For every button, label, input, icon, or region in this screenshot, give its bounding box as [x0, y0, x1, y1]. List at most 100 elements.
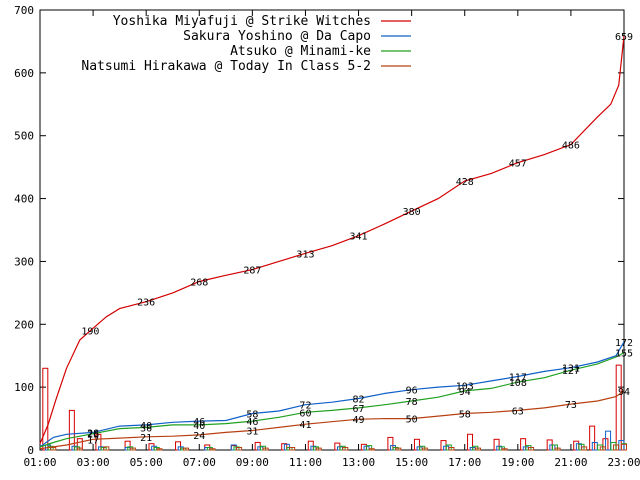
- x-tick-label: 17:00: [448, 456, 481, 469]
- hourly-bar: [103, 446, 110, 451]
- hourly-bar: [448, 446, 455, 451]
- data-label: 457: [509, 159, 527, 170]
- data-label: 341: [350, 232, 368, 243]
- data-label: 40: [193, 421, 205, 432]
- x-tick-label: 03:00: [77, 456, 110, 469]
- data-label: 108: [509, 378, 527, 389]
- hourly-bar: [368, 448, 375, 451]
- data-label: 313: [296, 249, 314, 260]
- legend: Yoshika Miyafuji @ Strike WitchesSakura …: [81, 14, 411, 74]
- plot-frame: [39, 9, 625, 451]
- data-label: 58: [246, 410, 258, 421]
- series-line: [39, 352, 625, 448]
- y-tick-label: 100: [14, 381, 34, 394]
- data-label: 31: [246, 427, 258, 438]
- x-tick-label: 23:00: [607, 456, 640, 469]
- legend-label: Sakura Yoshino @ Da Capo: [183, 29, 371, 44]
- data-label: 17: [87, 435, 99, 446]
- data-label: 94: [618, 387, 630, 398]
- data-label: 26: [87, 430, 99, 441]
- hourly-bars: [42, 364, 627, 451]
- data-label: 24: [193, 431, 205, 442]
- hourly-bar: [183, 447, 189, 451]
- y-tick-label: 300: [14, 255, 34, 268]
- data-label: 28: [87, 428, 99, 439]
- hourly-bar: [342, 446, 349, 451]
- hourly-bar: [613, 444, 620, 451]
- data-label: 41: [299, 420, 311, 431]
- x-tick-label: 09:00: [236, 456, 269, 469]
- data-label: 190: [81, 327, 99, 338]
- data-label: 72: [299, 401, 311, 412]
- series-line: [39, 35, 625, 444]
- hourly-bar: [554, 447, 561, 451]
- series-lines: [39, 35, 625, 450]
- data-label: 659: [615, 32, 633, 43]
- data-label: 236: [137, 298, 155, 309]
- legend-label: Yoshika Miyafuji @ Strike Witches: [113, 14, 371, 29]
- x-axis: 01:00 03:00 05:00 07:00 09:00 11:00 13:00 15:00…: [23, 10, 640, 469]
- legend-label: Natsumi Hirakawa @ Today In Class 5-2: [81, 59, 371, 74]
- x-tick-label: 05:00: [130, 456, 163, 469]
- series-line: [39, 390, 625, 450]
- data-label: 58: [459, 410, 471, 421]
- hourly-bar: [501, 448, 508, 451]
- data-label: 287: [243, 266, 261, 277]
- data-label: 428: [456, 177, 474, 188]
- hourly-bar: [289, 446, 296, 451]
- data-label: 21: [140, 433, 152, 444]
- data-label: 78: [406, 397, 418, 408]
- data-label: 40: [140, 421, 152, 432]
- y-tick-label: 0: [27, 444, 34, 457]
- y-tick-label: 700: [14, 4, 34, 17]
- x-tick-label: 13:00: [342, 456, 375, 469]
- y-tick-label: 200: [14, 318, 34, 331]
- hourly-bar: [475, 447, 481, 451]
- hourly-bar: [236, 446, 243, 451]
- y-tick-label: 600: [14, 67, 34, 80]
- y-tick-label: 400: [14, 193, 34, 206]
- hourly-bar: [528, 446, 535, 451]
- data-label: 127: [562, 366, 580, 377]
- data-label: 117: [509, 372, 527, 383]
- hourly-bar: [421, 447, 428, 451]
- data-label: 60: [299, 408, 311, 419]
- series-line: [39, 341, 625, 448]
- data-label: 380: [403, 207, 421, 218]
- data-label: 63: [512, 406, 524, 417]
- x-tick-label: 15:00: [395, 456, 428, 469]
- x-tick-label: 01:00: [23, 456, 56, 469]
- x-tick-label: 19:00: [501, 456, 534, 469]
- hourly-bar: [209, 448, 216, 451]
- data-label: 94: [459, 387, 471, 398]
- hourly-bar: [156, 448, 163, 451]
- hourly-bar: [129, 447, 136, 451]
- hourly-bar: [76, 447, 83, 451]
- data-label: 96: [406, 386, 418, 397]
- hourly-bar: [315, 447, 322, 451]
- data-label: 49: [353, 415, 365, 426]
- data-label: 103: [456, 381, 474, 392]
- data-label: 46: [246, 417, 258, 428]
- hourly-bar: [599, 446, 606, 451]
- x-tick-label: 11:00: [289, 456, 322, 469]
- data-label: 67: [353, 404, 365, 415]
- data-label: 155: [615, 349, 633, 360]
- y-tick-label: 500: [14, 130, 34, 143]
- data-label: 268: [190, 278, 208, 289]
- hourly-bar: [581, 446, 588, 451]
- hourly-bar: [395, 447, 402, 451]
- hourly-bar: [262, 447, 269, 451]
- legend-label: Atsuko @ Minami-ke: [230, 44, 371, 59]
- data-label: 131: [562, 364, 580, 375]
- data-label: 82: [353, 394, 365, 405]
- hourly-bar: [605, 430, 612, 451]
- data-label: 50: [406, 415, 418, 426]
- data-label: 486: [562, 141, 580, 152]
- data-label: 172: [615, 338, 633, 349]
- hourly-bar: [621, 443, 627, 451]
- x-tick-label: 21:00: [554, 456, 587, 469]
